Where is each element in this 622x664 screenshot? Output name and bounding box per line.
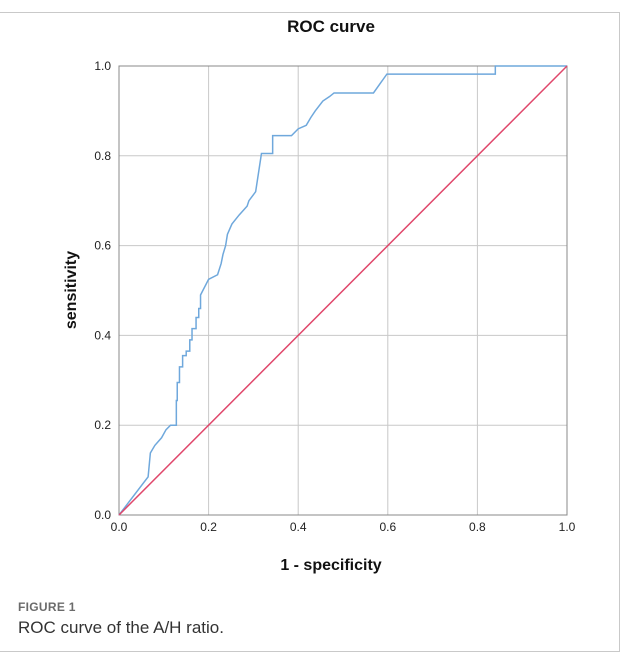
y-tick-label: 0.6 [94, 239, 111, 253]
x-tick-label: 0.8 [469, 520, 486, 534]
figure-label: FIGURE 1 [18, 600, 76, 614]
plot-area-border [118, 65, 568, 516]
chart-title: ROC curve [287, 17, 375, 36]
y-tick-labels: 0.0 0.2 0.4 0.6 0.8 1.0 [94, 59, 111, 522]
y-tick-label: 0.0 [94, 508, 111, 522]
reference-diagonal-line [118, 65, 568, 516]
y-tick-label: 1.0 [94, 59, 111, 73]
x-axis-label: 1 - specificity [280, 557, 381, 574]
x-tick-labels: 0.0 0.2 0.4 0.6 0.8 1.0 [111, 520, 576, 534]
y-tick-label: 0.4 [94, 328, 111, 342]
x-tick-label: 0.6 [379, 520, 396, 534]
x-tick-label: 0.4 [290, 520, 307, 534]
x-tick-label: 1.0 [559, 520, 576, 534]
series-lines [118, 65, 568, 516]
figure-caption: ROC curve of the A/H ratio. [18, 618, 224, 637]
y-axis-label: sensitivity [63, 251, 80, 329]
grid-lines [119, 66, 567, 515]
y-tick-label: 0.8 [94, 149, 111, 163]
roc-curve-line [118, 65, 567, 516]
roc-chart: ROC curve 0.0 0.2 0.4 0.6 0.8 1.0 0.00.20.40.… [63, 17, 576, 574]
x-tick-label: 0.2 [200, 520, 217, 534]
x-tick-label: 0.0 [111, 520, 128, 534]
y-tick-label: 0.2 [94, 418, 111, 432]
